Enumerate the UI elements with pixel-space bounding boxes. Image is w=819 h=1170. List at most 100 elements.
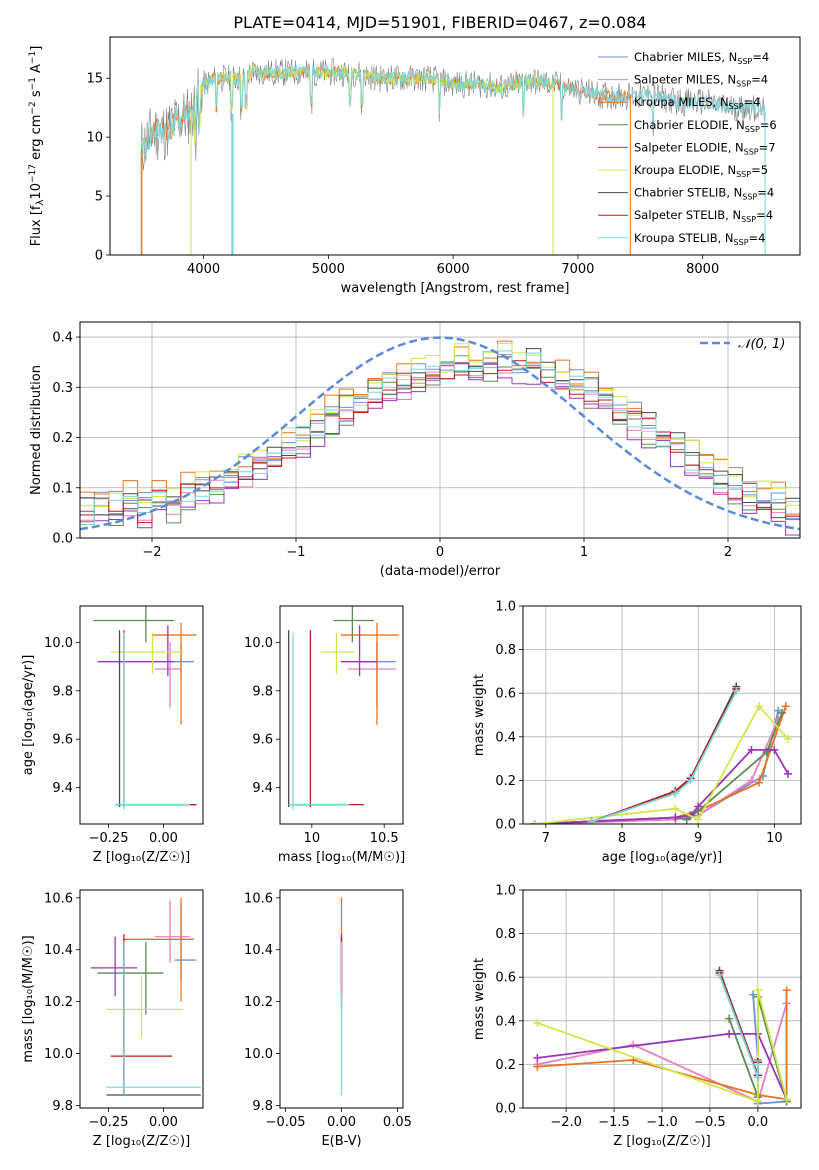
- legend-entry: Kroupa MILES, NSSP=4: [634, 95, 760, 111]
- y-tick-label: 10.2: [244, 995, 273, 1010]
- y-axis-label: mass weight: [472, 674, 487, 756]
- x-tick-label: −0.25: [89, 831, 129, 846]
- legend-tail: =4: [756, 208, 773, 222]
- series-marker: [725, 1014, 734, 1023]
- series-marker: [533, 1062, 542, 1071]
- figure-title: PLATE=0414, MJD=51901, FIBERID=0467, z=0…: [233, 13, 646, 32]
- y-tick-label: 9.6: [52, 733, 73, 748]
- legend-entry: 𝒩(0, 1): [738, 337, 785, 352]
- y-tick-label: 0.4: [495, 730, 516, 745]
- series-marker: [682, 815, 691, 824]
- series-marker: [753, 1097, 762, 1106]
- series-marker: [715, 971, 724, 980]
- axes-frame: [109, 36, 801, 256]
- mass_vs_Z-points: [90, 897, 201, 1096]
- y-tick-label: 10.6: [44, 891, 73, 906]
- y-tick-label: 0.0: [52, 532, 73, 547]
- axes-frame: [279, 889, 404, 1109]
- legend-name: Chabrier MILES, N: [634, 50, 737, 64]
- series-marker: [694, 815, 703, 824]
- series-marker: [671, 804, 680, 813]
- x-axis-label: age [log₁₀(age/yr)]: [602, 850, 723, 865]
- y-axis-label-part: ]: [29, 46, 44, 51]
- series-marker: [784, 734, 793, 743]
- legend-name: Kroupa STELIB, N: [634, 231, 734, 245]
- series-marker: [782, 986, 791, 995]
- series-marker: [777, 708, 786, 717]
- x-tick-label: 0: [436, 545, 444, 560]
- histogram-step: [80, 360, 800, 524]
- series-line: [718, 974, 759, 1078]
- y-tick-label: 0.1: [52, 481, 73, 496]
- series-marker: [747, 745, 756, 754]
- y-axis-label-part: A: [29, 64, 44, 77]
- y-axis-label: Flux [fλ10−17 erg cm−2 s−1 A−1]: [28, 46, 46, 247]
- series-marker: [530, 820, 539, 824]
- series-marker: [782, 1095, 791, 1104]
- x-axis-label: Z [log₁₀(Z/Z☉)]: [613, 1134, 710, 1149]
- y-axis-label-part: 10: [29, 183, 44, 200]
- series-marker: [784, 769, 793, 778]
- series-marker: [747, 776, 756, 785]
- mass_weight_vs_Z-panel: −2.0 −1.5 −1.0 −0.5 0.0 0.0 0.2 0.4 0.6 0.8 1.0 Z […: [472, 884, 802, 1149]
- x-tick-label: 1: [580, 545, 588, 560]
- y-tick-label: 9.8: [252, 1099, 273, 1114]
- histogram-step: [80, 350, 800, 525]
- x-tick-label: 0.0: [748, 1115, 769, 1130]
- age_vs_Z-panel: −0.25 0.00 9.4 9.6 9.8 10.0 Z [log₁₀(Z/Z☉)] age…: [21, 605, 204, 865]
- x-tick-label: 0.05: [383, 1115, 412, 1130]
- age_vs_Z-points: [93, 606, 197, 810]
- age_vs_mass-points: [288, 606, 399, 810]
- y-tick-label: 5: [95, 190, 103, 205]
- x-tick-label: 5000: [312, 262, 345, 277]
- series-marker: [753, 1073, 762, 1082]
- x-tick-label: 8000: [686, 262, 719, 277]
- legend-tail: =4: [752, 50, 769, 64]
- histograms: [80, 336, 800, 536]
- series-line: [534, 704, 789, 824]
- legend-sub: SSP: [736, 80, 751, 89]
- y-tick-label: 9.6: [252, 733, 273, 748]
- x-axis-label: Z [log₁₀(Z/Z☉)]: [93, 1134, 190, 1149]
- x-tick-label: 0.00: [327, 1115, 356, 1130]
- legend-name: Chabrier ELODIE, N: [634, 118, 745, 132]
- legend-name: Salpeter ELODIE, N: [634, 140, 744, 154]
- y-tick-label: 0.8: [495, 927, 516, 942]
- legend-tail: =5: [751, 163, 768, 177]
- series-line: [534, 710, 780, 824]
- series-marker: [781, 702, 790, 711]
- mass_vs_Z-panel: −0.25 0.00 9.8 10.0 10.2 10.4 10.6 Z [log₁₀(Z/Z…: [21, 889, 204, 1149]
- legend: 𝒩(0, 1): [700, 337, 785, 352]
- axes-frame: [79, 605, 204, 825]
- y-tick-label: 15: [86, 72, 103, 87]
- y-tick-label: 0: [95, 249, 103, 264]
- x-tick-label: 9: [694, 831, 702, 846]
- series-marker: [755, 702, 764, 711]
- x-axis-label: wavelength [Angstrom, rest frame]: [341, 281, 570, 296]
- x-tick-label: −2: [142, 545, 161, 560]
- x-tick-label: −2.0: [550, 1115, 582, 1130]
- histogram-step: [80, 362, 800, 536]
- y-tick-label: 9.4: [252, 781, 273, 796]
- legend-name: Kroupa MILES, N: [634, 95, 729, 109]
- axes-frame: [279, 605, 404, 825]
- y-tick-label: 0.2: [495, 1058, 516, 1073]
- y-tick-label: 10.6: [244, 891, 273, 906]
- y-axis-label: Normed distribution: [29, 365, 44, 495]
- y-tick-label: 10.4: [44, 943, 73, 958]
- y-axis-label: mass weight: [472, 958, 487, 1040]
- y-tick-label: 10: [86, 131, 103, 146]
- legend-name: Salpeter STELIB, N: [634, 208, 741, 222]
- histogram-step: [80, 348, 800, 516]
- series-marker: [749, 990, 758, 999]
- x-tick-label: −0.05: [266, 1115, 306, 1130]
- x-tick-label: −0.25: [89, 1115, 129, 1130]
- y-tick-label: 0.6: [495, 971, 516, 986]
- x-tick-label: −1.0: [646, 1115, 678, 1130]
- mass_weight_vs_age-panel: 7 8 9 10 0.0 0.2 0.4 0.6 0.8 1.0 age [log₁₀(age/yr…: [472, 600, 802, 865]
- spectrum-line: [140, 64, 766, 158]
- mass_vs_ebv-panel: −0.05 0.00 0.05 9.8 10.0 10.2 10.4 10.6 E(B-V): [244, 889, 412, 1149]
- age_vs_mass-panel: 10 10.5 9.4 9.6 9.8 10.0 mass [log₁₀(M/M☉)]: [244, 605, 405, 865]
- series-marker: [671, 789, 680, 798]
